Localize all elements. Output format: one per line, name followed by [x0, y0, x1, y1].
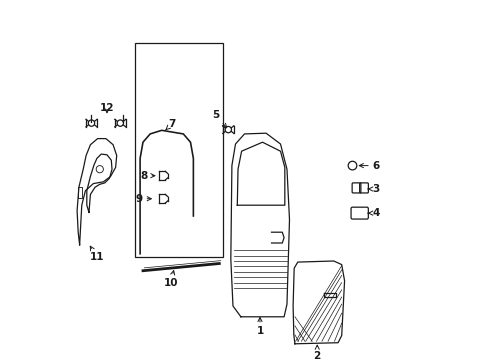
Text: 9: 9 — [136, 194, 151, 204]
Text: 4: 4 — [367, 208, 379, 218]
Text: 5: 5 — [212, 110, 226, 128]
Bar — [134, 43, 223, 257]
Text: 6: 6 — [359, 161, 379, 171]
Text: 10: 10 — [163, 271, 178, 288]
Text: 2: 2 — [313, 345, 320, 360]
Text: 8: 8 — [141, 171, 155, 181]
Text: 7: 7 — [165, 119, 175, 130]
Text: 1: 1 — [256, 318, 263, 336]
Text: 3: 3 — [367, 184, 379, 194]
Text: 11: 11 — [89, 246, 104, 262]
Bar — [78, 187, 81, 198]
Text: 12: 12 — [100, 103, 114, 113]
